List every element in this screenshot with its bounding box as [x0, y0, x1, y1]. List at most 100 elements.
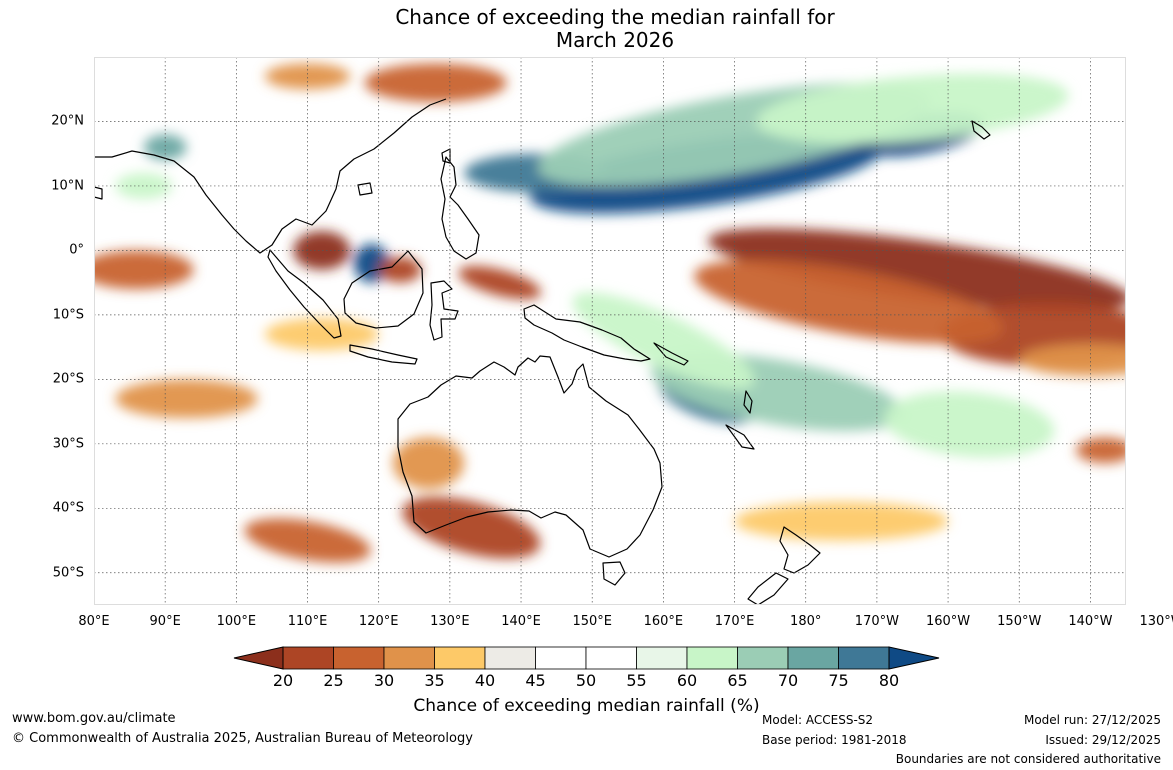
colorbar-tick-label: 30	[373, 671, 395, 690]
java-coastline	[349, 344, 418, 365]
rainfall-map	[94, 57, 1126, 605]
mainland-asia-coastline	[94, 98, 447, 254]
colorbar-below-arrow	[233, 646, 284, 670]
colorbar-bin	[282, 646, 334, 670]
colorbar-bin	[484, 646, 536, 670]
colorbar-tick-label: 20	[272, 671, 294, 690]
colorbar	[233, 646, 940, 670]
longitude-label: 110°E	[287, 614, 328, 629]
latitude-label: 20°S	[52, 371, 84, 387]
colorbar-tick-label: 50	[575, 671, 597, 690]
colorbar-tick-label: 65	[727, 671, 748, 690]
graticule	[94, 57, 1126, 605]
colorbar-tick-label: 35	[424, 671, 445, 690]
sumatra-coastline	[267, 249, 342, 339]
colorbar-bin	[535, 646, 587, 670]
map-title-line-2: March 2026	[555, 28, 675, 52]
longitude-label: 80°E	[78, 614, 110, 629]
latitude-label: 20°N	[51, 113, 84, 129]
anomaly-region-15	[264, 63, 351, 90]
map-frame	[94, 57, 1126, 605]
anomaly-region-22	[244, 518, 371, 563]
sulawesi-coastline	[429, 280, 459, 341]
colorbar-bin	[636, 646, 688, 670]
anomaly-region-8	[1019, 343, 1126, 377]
longitude-label: 130°W	[1139, 614, 1173, 629]
issued-date: Issued: 29/12/2025	[1045, 733, 1161, 747]
solomon-islands-coastline	[653, 342, 689, 366]
philippines-coastline	[440, 156, 480, 260]
colorbar-tick-label: 80	[878, 671, 900, 690]
latitude-label: 40°S	[52, 500, 84, 516]
anomaly-region-4	[756, 73, 1069, 144]
anomaly-region-28	[734, 501, 949, 541]
new-caledonia-coastline	[725, 424, 755, 450]
longitude-label: 100°E	[216, 614, 257, 629]
anomaly-region-20	[402, 496, 541, 559]
anomaly-region-27	[115, 173, 173, 199]
website-link[interactable]: www.bom.gov.au/climate	[12, 711, 176, 726]
longitude-label: 90°E	[149, 614, 181, 629]
colorbar-tick-label: 70	[777, 671, 799, 690]
anomaly-region-26	[143, 134, 187, 161]
colorbar-bins	[282, 646, 890, 670]
anomaly-region-24	[264, 318, 379, 351]
colorbar-tick-label: 75	[828, 671, 849, 690]
hainan-coastline	[357, 182, 373, 196]
colorbar-bin	[686, 646, 738, 670]
longitude-label: 150°W	[997, 614, 1042, 629]
colorbar-tick-label: 60	[676, 671, 698, 690]
longitude-label: 170°E	[714, 614, 755, 629]
longitude-label: 180°	[790, 614, 822, 629]
colorbar-tick-label: 55	[626, 671, 647, 690]
colorbar-tick-label: 45	[525, 671, 546, 690]
latitude-label: 10°N	[51, 178, 84, 194]
colorbar-bin	[838, 646, 890, 670]
colorbar-title: Chance of exceeding median rainfall (%)	[413, 696, 760, 716]
colorbar-bin	[585, 646, 637, 670]
tasmania-coastline	[602, 561, 626, 586]
base-period: Base period: 1981-2018	[762, 733, 907, 747]
colorbar-tick-label: 25	[323, 671, 344, 690]
new-guinea-coastline	[523, 304, 651, 362]
anomaly-region-21	[392, 437, 465, 489]
new-zealand-coastline	[747, 526, 821, 605]
borneo-coastline	[343, 250, 424, 329]
colorbar-bin	[737, 646, 789, 670]
colorbar-bin	[434, 646, 486, 670]
anomaly-region-25	[1076, 437, 1126, 464]
latitude-label: 50°S	[52, 565, 84, 581]
anomaly-region-7	[694, 260, 1003, 344]
longitude-label: 160°W	[925, 614, 971, 629]
rainfall-anomaly-layer	[94, 63, 1126, 563]
anomaly-region-14	[364, 63, 507, 103]
anomaly-region-11	[378, 256, 422, 283]
longitude-label: 130°E	[430, 614, 470, 629]
model-name: Model: ACCESS-S2	[762, 713, 874, 727]
anomaly-region-12	[458, 265, 542, 300]
map-title-line-1: Chance of exceeding the median rainfall …	[395, 5, 835, 29]
longitude-label: 160°E	[643, 614, 684, 629]
anomaly-region-23	[115, 379, 258, 419]
colorbar-tick-label: 40	[474, 671, 496, 690]
longitude-label: 120°E	[358, 614, 399, 629]
colorbar-bin	[383, 646, 435, 670]
model-run-date: Model run: 27/12/2025	[1023, 713, 1161, 727]
boundaries-disclaimer: Boundaries are not considered authoritat…	[895, 752, 1161, 766]
taiwan-coastline	[441, 148, 451, 164]
sri-lanka-coastline	[94, 186, 103, 200]
hawaii-coastline	[971, 120, 991, 140]
colorbar-above-arrow	[888, 646, 940, 670]
longitude-label: 170°W	[854, 614, 899, 629]
latitude-label: 0°	[69, 242, 84, 258]
anomaly-region-19	[884, 391, 1055, 458]
anomaly-region-5	[708, 228, 1126, 312]
anomaly-region-9	[293, 231, 351, 270]
australia-coastline	[397, 355, 663, 558]
colorbar-bin	[333, 646, 385, 670]
vanuatu-coastline	[743, 390, 753, 414]
longitude-label: 140°W	[1068, 614, 1113, 629]
copyright-text: © Commonwealth of Australia 2025, Austra…	[12, 731, 473, 746]
anomaly-region-18	[572, 292, 755, 389]
anomaly-region-13	[94, 250, 194, 290]
